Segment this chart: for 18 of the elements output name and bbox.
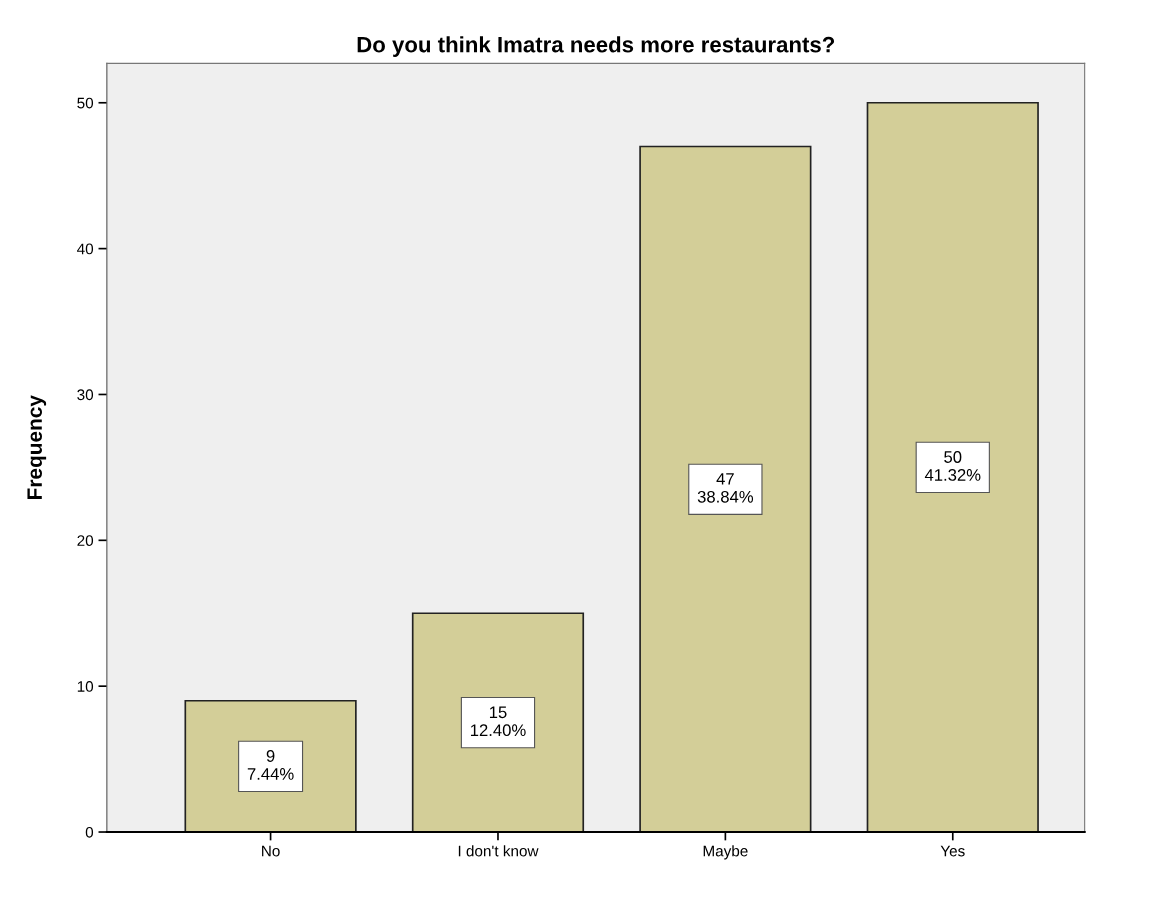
chart-title: Do you think Imatra needs more restaurants?: [357, 36, 835, 57]
y-tick-label: 50: [77, 97, 94, 109]
data-label: 47 38.84%: [697, 473, 754, 503]
bar: [639, 145, 812, 833]
data-label: 15 12.40%: [470, 706, 526, 737]
bar: [866, 101, 1039, 833]
data-label: 9 7.44%: [247, 750, 294, 780]
x-tick-label: Maybe: [703, 845, 748, 860]
x-tick-label: Yes: [940, 845, 965, 857]
y-axis-title: Frequency: [27, 395, 47, 499]
y-tick-label: 20: [77, 535, 94, 546]
y-tick-label: 40: [77, 243, 94, 255]
y-tick-label: 30: [77, 389, 94, 401]
data-label: 50 41.32%: [924, 451, 981, 481]
x-tick-label: No: [262, 845, 280, 857]
x-tick-label: I don't know: [458, 845, 539, 857]
y-tick-label: 10: [77, 681, 94, 692]
y-tick-label: 0: [85, 826, 94, 838]
